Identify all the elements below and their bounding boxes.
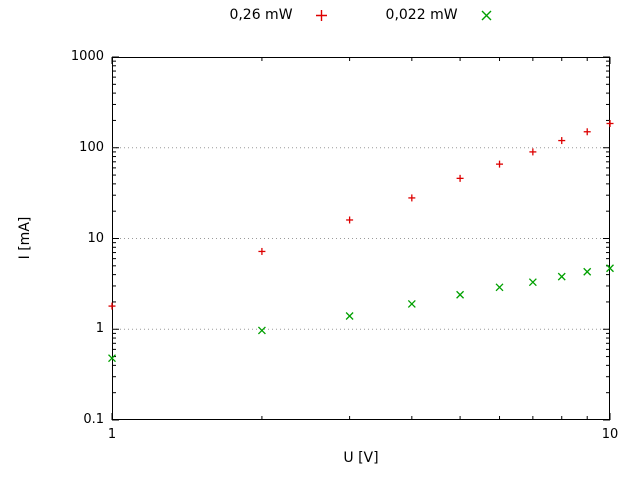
y-tick-label: 10 xyxy=(87,230,104,246)
legend-item-series-2: 0,022 mW xyxy=(386,7,493,23)
y-tick-label: 100 xyxy=(79,139,104,155)
legend: 0,26 mW 0,022 mW xyxy=(112,4,610,26)
x-axis-label: U [V] xyxy=(343,450,379,466)
y-tick-label: 1000 xyxy=(70,49,104,64)
plot-svg xyxy=(108,56,614,421)
y-tick-label: 0.1 xyxy=(83,412,104,427)
legend-label-series-2: 0,022 mW xyxy=(385,7,458,23)
x-tick-label: 1 xyxy=(107,427,117,442)
cross-marker-icon xyxy=(481,10,492,20)
legend-item-series-1: 0,26 mW xyxy=(229,7,327,23)
y-tick-label: 1 xyxy=(95,321,104,337)
legend-label-series-1: 0,26 mW xyxy=(229,7,293,23)
x-tick-label: 10 xyxy=(601,427,619,442)
plus-marker-icon xyxy=(315,9,327,21)
